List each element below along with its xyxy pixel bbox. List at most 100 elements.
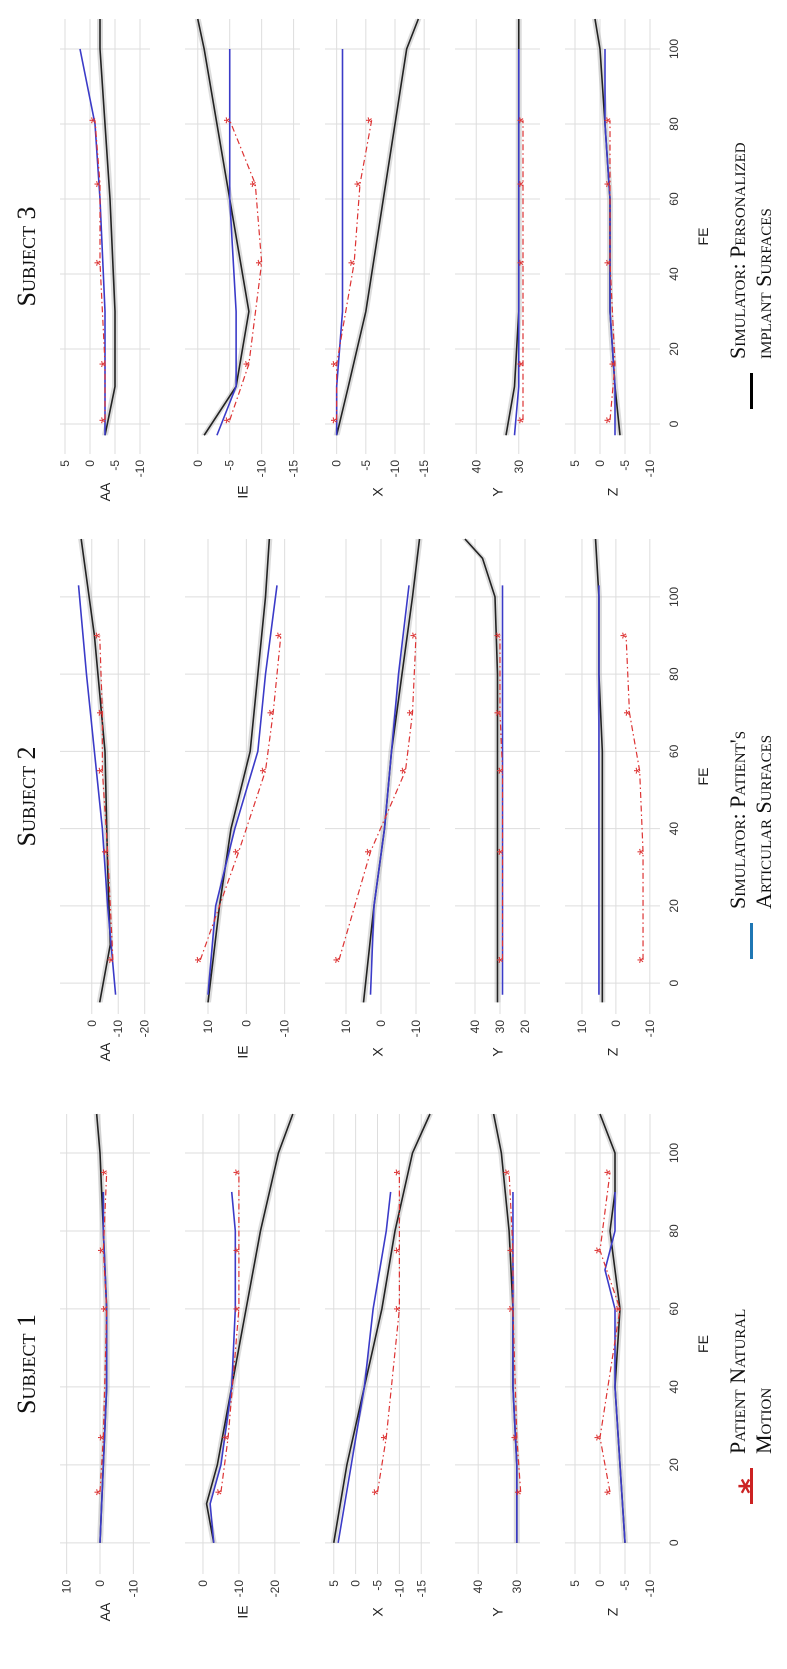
patient-marker: * xyxy=(264,709,283,716)
patient-marker: * xyxy=(514,417,533,424)
legend-marker: * xyxy=(733,1478,769,1494)
patient-marker: * xyxy=(221,117,240,124)
series-line-articular xyxy=(99,1191,108,1543)
panel-y-s1: 40 30 Y * * * * * xyxy=(455,1113,540,1617)
patient-marker: * xyxy=(514,180,533,187)
x-axis-label: FE xyxy=(695,228,711,246)
series-line-articular xyxy=(513,49,520,436)
y-tick-label: 40 xyxy=(468,1020,482,1034)
series-line-articular xyxy=(216,49,237,436)
patient-marker: * xyxy=(514,259,533,266)
patient-marker: * xyxy=(491,632,510,639)
y-axis-label: Z xyxy=(605,1047,621,1056)
y-tick-label: 30 xyxy=(512,460,526,474)
subject-title: Subject 2 xyxy=(12,746,41,847)
series-line-personalized xyxy=(205,1113,294,1543)
patient-marker: * xyxy=(390,1247,409,1254)
x-tick-label: 60 xyxy=(667,744,681,758)
patient-marker: * xyxy=(634,848,653,855)
y-tick-label: -5 xyxy=(371,1580,385,1591)
black-uncertainty-band xyxy=(333,19,422,436)
black-uncertainty-band xyxy=(597,1114,628,1543)
patient-marker: * xyxy=(91,632,110,639)
patient-marker: * xyxy=(345,259,364,266)
y-tick-label: 0 xyxy=(85,1020,99,1027)
y-tick-label: -5 xyxy=(359,460,373,471)
y-tick-label: 0 xyxy=(349,1580,363,1587)
patient-marker: * xyxy=(272,632,291,639)
y-axis-label: IE xyxy=(235,1605,251,1618)
y-tick-label: -20 xyxy=(138,1020,152,1038)
series-line-personalized xyxy=(80,538,112,1003)
series-line-patient xyxy=(199,635,282,961)
y-tick-label: -10 xyxy=(643,1020,657,1038)
x-tick-label: 100 xyxy=(667,1143,681,1163)
legend-item: Simulator: Patient's Articular Surfaces xyxy=(725,731,777,959)
y-tick-label: -10 xyxy=(111,1020,125,1038)
series-line-patient xyxy=(599,1172,621,1493)
patient-marker: * xyxy=(230,1169,249,1176)
y-tick-label: -15 xyxy=(417,460,431,478)
series-line-personalized xyxy=(332,1113,431,1543)
series-line-patient xyxy=(508,1172,522,1493)
patient-marker: * xyxy=(514,360,533,367)
legend-swatch xyxy=(749,373,753,409)
y-tick-label: 0 xyxy=(239,1020,253,1027)
x-tick-label: 20 xyxy=(667,899,681,913)
series-line-patient xyxy=(499,635,504,960)
y-tick-label: 5 xyxy=(568,460,582,467)
patient-marker: * xyxy=(404,709,423,716)
legend-item: * Patient Natural Motion xyxy=(725,1309,777,1504)
patient-marker: * xyxy=(362,848,381,855)
series-line-articular xyxy=(77,585,117,995)
y-tick-label: 0 xyxy=(593,1580,607,1587)
y-tick-label: 5 xyxy=(568,1580,582,1587)
y-axis-label: IE xyxy=(235,485,251,498)
subject-title: Subject 1 xyxy=(12,1314,41,1414)
patient-marker: * xyxy=(390,1169,409,1176)
patient-marker: * xyxy=(634,956,653,963)
panel-x-s2: 10 0 -10 X * * * * * xyxy=(325,538,430,1057)
patient-marker: * xyxy=(617,632,636,639)
x-tick-label: 40 xyxy=(667,267,681,281)
series-line-patient xyxy=(99,635,114,960)
y-tick-label: 0 xyxy=(593,460,607,467)
x-tick-label: 80 xyxy=(667,117,681,131)
patient-marker: * xyxy=(221,417,240,424)
x-tick-label: 100 xyxy=(667,39,681,59)
y-axis-label: Z xyxy=(605,1607,621,1616)
patient-marker: * xyxy=(96,417,115,424)
x-tick-label: 20 xyxy=(667,1458,681,1472)
x-axis-label: FE xyxy=(695,1335,711,1353)
legend-swatch: * xyxy=(734,1468,769,1504)
patient-marker: * xyxy=(219,1434,238,1441)
black-uncertainty-band xyxy=(490,1114,520,1543)
y-tick-label: 5 xyxy=(58,460,72,467)
patient-marker: * xyxy=(240,360,259,367)
patient-marker: * xyxy=(601,259,620,266)
patient-marker: * xyxy=(328,417,347,424)
patient-marker: * xyxy=(631,767,650,774)
y-tick-label: 0 xyxy=(374,1020,388,1027)
y-tick-label: -5 xyxy=(108,460,122,471)
y-tick-label: -10 xyxy=(409,1020,423,1038)
x-tick-label: 100 xyxy=(667,587,681,607)
patient-marker: * xyxy=(98,1305,117,1312)
patient-marker: * xyxy=(246,180,265,187)
y-tick-label: -10 xyxy=(643,460,657,478)
patient-marker: * xyxy=(86,117,105,124)
patient-marker: * xyxy=(620,709,639,716)
legend-label-line: implant Surfaces xyxy=(751,208,776,359)
y-tick-label: 30 xyxy=(493,1020,507,1034)
series-line-articular xyxy=(369,585,410,995)
black-uncertainty-band xyxy=(93,1114,110,1543)
patient-marker: * xyxy=(500,1169,519,1176)
series-line-personalized xyxy=(335,18,420,436)
patient-marker: * xyxy=(508,1434,527,1441)
legend-swatch xyxy=(749,923,753,959)
panel-ie-s1: 0 -10 -20 IE * * * * * xyxy=(185,1113,300,1619)
y-tick-label: 10 xyxy=(60,1580,74,1594)
patient-marker: * xyxy=(591,1247,610,1254)
